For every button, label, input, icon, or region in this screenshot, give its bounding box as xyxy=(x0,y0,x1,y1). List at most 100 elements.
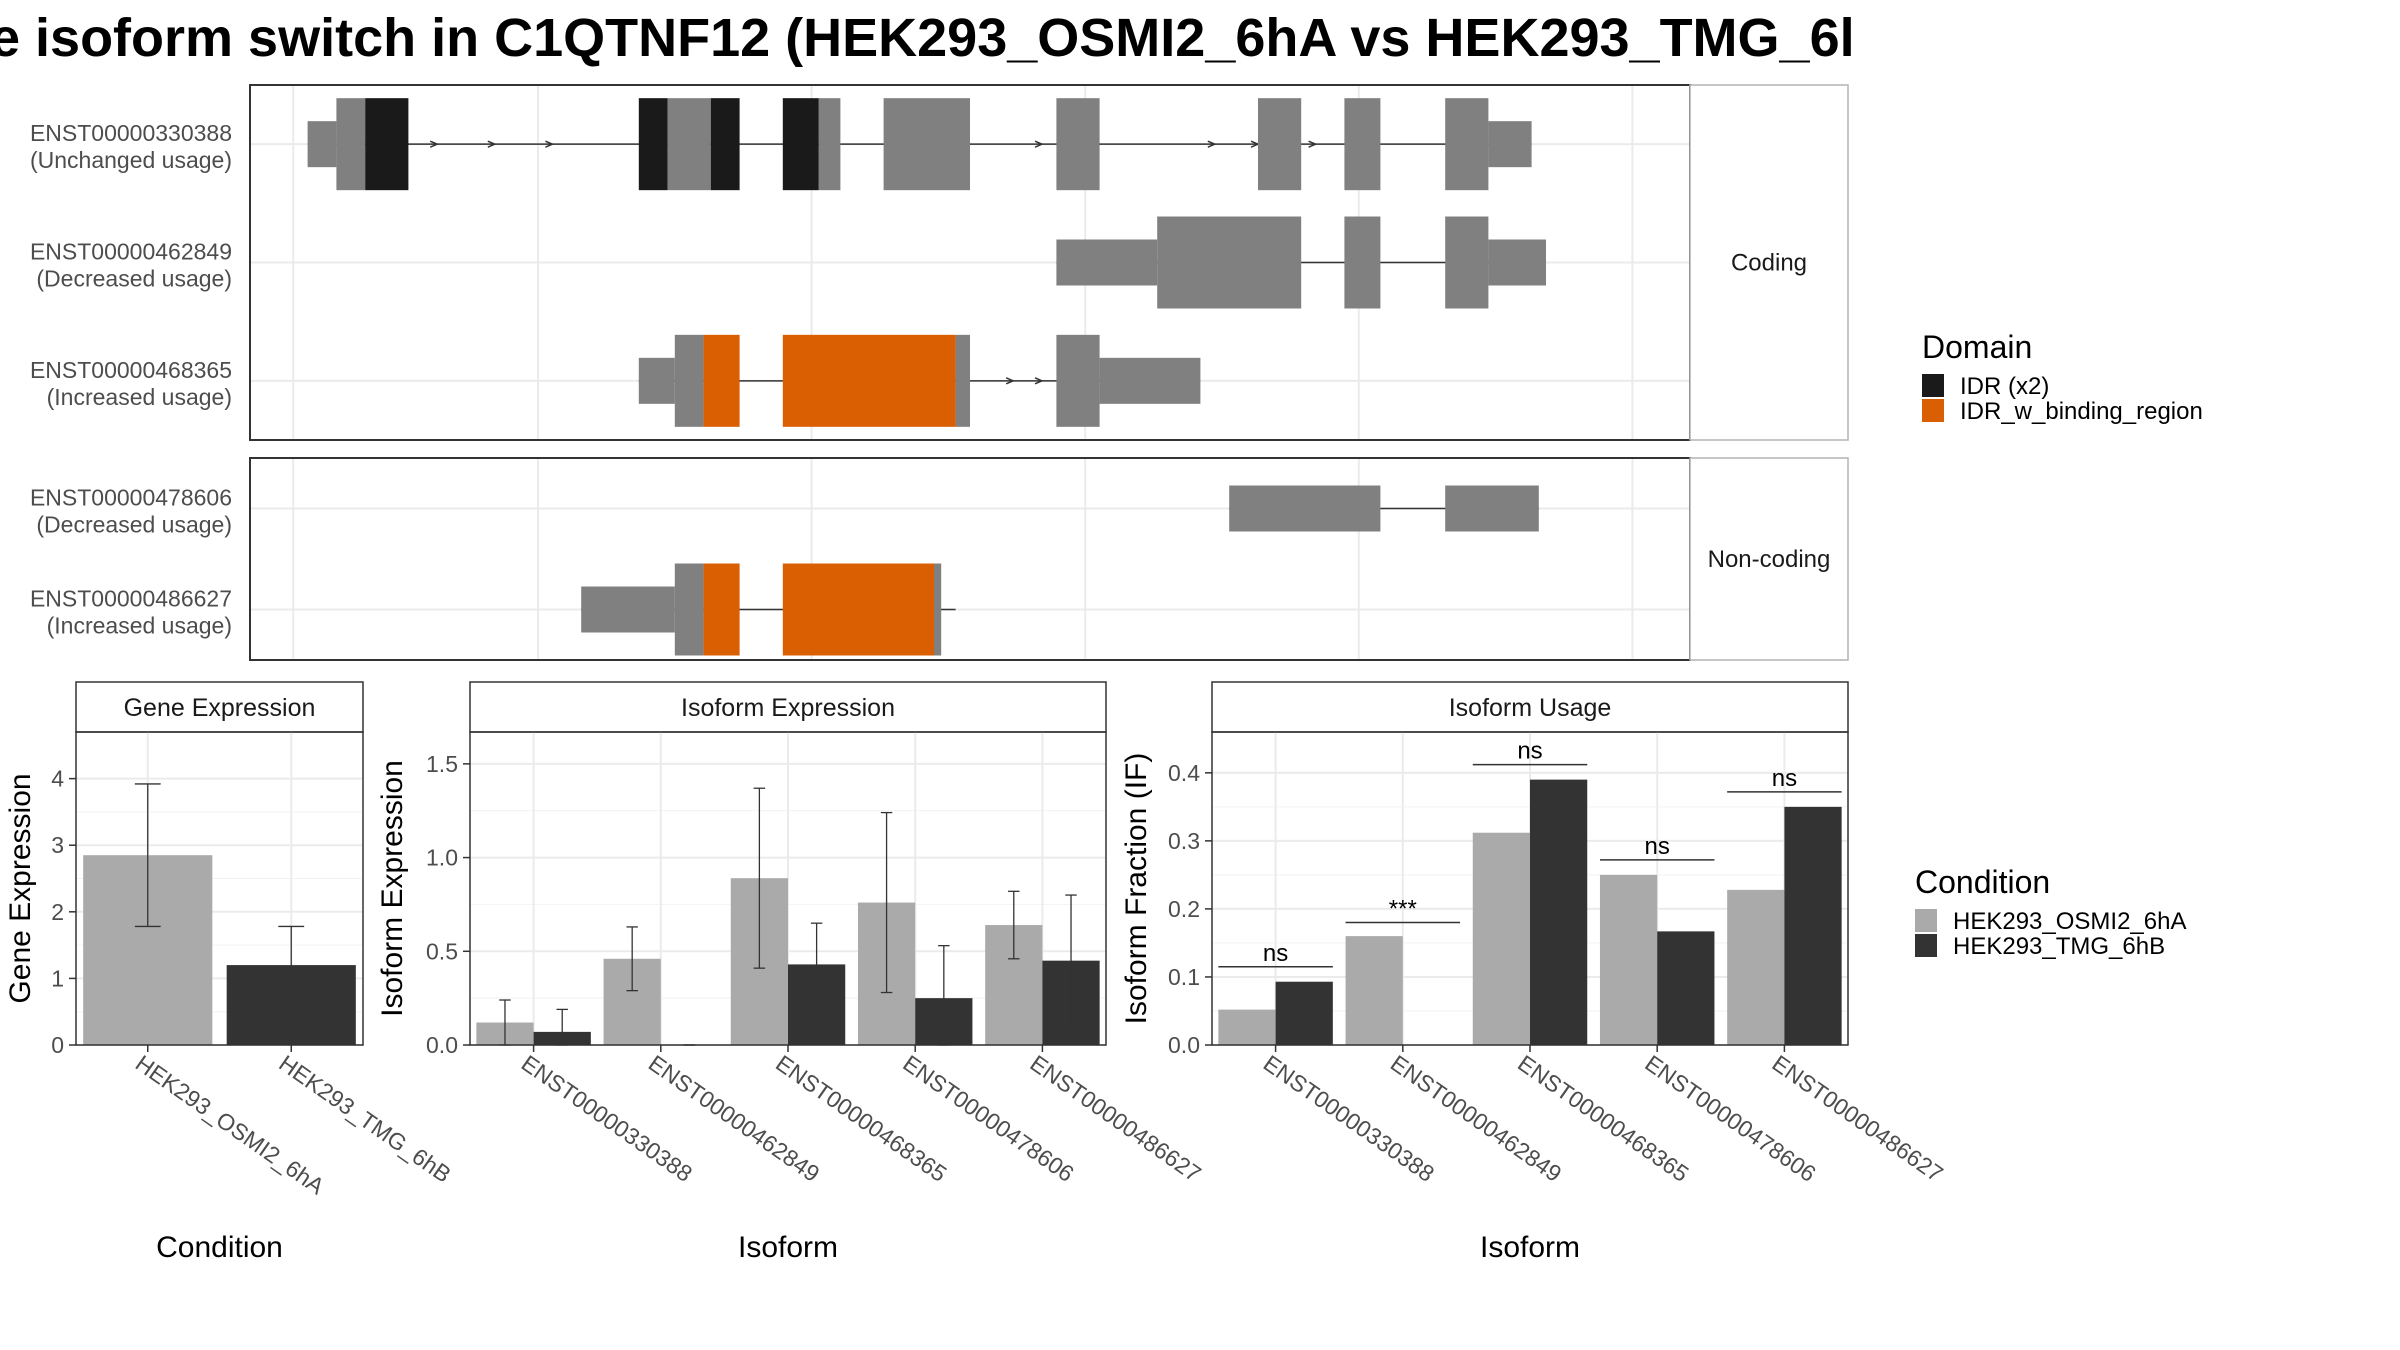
significance-label: ns xyxy=(1772,765,1797,792)
bar xyxy=(1218,1009,1276,1045)
y-tick-label: 0 xyxy=(51,1032,64,1058)
y-axis-title: Gene Expression xyxy=(4,773,37,1003)
domain-segment xyxy=(703,334,740,427)
y-axis-title: Isoform Fraction (IF) xyxy=(1120,753,1153,1025)
legend-label: HEK293_OSMI2_6hA xyxy=(1953,908,2186,935)
exon xyxy=(1229,485,1381,532)
exon xyxy=(667,98,711,191)
structure-strip xyxy=(1689,84,1849,441)
transcript-structure-panel: ENST00000330388(Unchanged usage) ENST0000… xyxy=(30,84,1849,661)
transcript-usage-label: (Increased usage) xyxy=(47,613,232,639)
panel-title: Isoform Usage xyxy=(1449,694,1612,722)
domain-segment xyxy=(782,98,819,191)
y-axis-title: Isoform Expression xyxy=(376,760,409,1017)
exon xyxy=(1099,357,1201,404)
panel-title: Gene Expression xyxy=(124,694,316,722)
bar xyxy=(1472,832,1530,1045)
transcript-id-label: ENST00000468365 xyxy=(30,357,232,383)
legend-swatch xyxy=(1915,934,1937,957)
exon xyxy=(1344,98,1381,191)
y-tick-label: 0.5 xyxy=(426,938,458,964)
domain-legend: Domain IDR (x2)IDR_w_binding_region xyxy=(1922,329,2203,425)
bar xyxy=(1275,981,1333,1045)
exon xyxy=(883,98,970,191)
y-tick-label: 3 xyxy=(51,832,64,858)
y-tick-label: 2 xyxy=(51,899,64,925)
transcript-id-label: ENST00000330388 xyxy=(30,120,232,146)
exon xyxy=(1056,98,1100,191)
transcript-id-label: ENST00000478606 xyxy=(30,485,232,511)
significance-label: ns xyxy=(1645,833,1670,860)
exon xyxy=(1056,239,1158,286)
section-label: Non-coding xyxy=(1708,546,1831,573)
y-tick-label: 0.0 xyxy=(1168,1032,1200,1058)
panel-border xyxy=(75,731,364,1046)
legend-title: Condition xyxy=(1915,864,2050,900)
bar xyxy=(1727,889,1785,1045)
x-axis-title: Condition xyxy=(156,1231,283,1264)
bar xyxy=(1530,779,1588,1045)
bar xyxy=(1657,931,1715,1045)
exon xyxy=(1344,216,1381,309)
domain-segment xyxy=(365,98,409,191)
direction-arrow xyxy=(429,140,440,148)
x-axis-title: Isoform xyxy=(1480,1231,1580,1264)
panel-border xyxy=(1211,731,1849,1046)
bar xyxy=(1599,874,1658,1045)
structure-section-bg xyxy=(250,458,1848,660)
significance-label: *** xyxy=(1389,896,1417,923)
transcript-usage-label: (Decreased usage) xyxy=(36,266,232,292)
y-tick-label: 1.5 xyxy=(426,751,458,777)
exon xyxy=(934,563,942,656)
direction-arrow xyxy=(1034,377,1044,385)
y-tick-label: 0.1 xyxy=(1168,964,1200,990)
panel-border xyxy=(469,731,1107,1046)
legend-label: IDR_w_binding_region xyxy=(1960,398,2203,425)
transcript-usage-label: (Unchanged usage) xyxy=(30,147,232,173)
exon xyxy=(818,98,841,191)
exon xyxy=(307,121,337,168)
exon xyxy=(638,357,675,404)
significance-label: ns xyxy=(1517,738,1542,765)
y-tick-label: 1.0 xyxy=(426,845,458,871)
direction-arrow xyxy=(1034,140,1044,148)
legend-label: HEK293_TMG_6hB xyxy=(1953,933,2165,960)
isoform-usage-panel: Isoform Usage0.00.10.20.30.4ns***nsnsnsE… xyxy=(1120,681,1948,1264)
y-tick-label: 4 xyxy=(51,766,64,792)
exon xyxy=(336,98,366,191)
exon xyxy=(1258,98,1302,191)
transcript-usage-label: (Increased usage) xyxy=(47,384,232,410)
domain-segment xyxy=(782,563,934,656)
y-tick-label: 0.4 xyxy=(1168,760,1200,786)
exon xyxy=(1157,216,1302,309)
direction-arrow xyxy=(1207,140,1217,148)
transcript-id-label: ENST00000462849 xyxy=(30,239,232,265)
significance-label: ns xyxy=(1263,940,1288,967)
panel-title: Isoform Expression xyxy=(681,694,895,722)
isoform-expression-panel: Isoform Expression0.00.51.01.5ENST000003… xyxy=(376,681,1206,1264)
domain-segment xyxy=(703,563,740,656)
y-tick-label: 0.2 xyxy=(1168,896,1200,922)
exon xyxy=(581,586,675,633)
exon xyxy=(1488,121,1532,168)
transcript-id-label: ENST00000486627 xyxy=(30,586,232,612)
exon xyxy=(955,334,970,427)
transcript-usage-label: (Decreased usage) xyxy=(36,512,232,538)
legend-swatch xyxy=(1922,374,1944,397)
domain-segment xyxy=(638,98,668,191)
y-tick-label: 0.3 xyxy=(1168,828,1200,854)
legend-title: Domain xyxy=(1922,329,2032,365)
direction-arrow xyxy=(487,140,497,148)
y-tick-label: 1 xyxy=(51,965,64,991)
exon xyxy=(1445,216,1489,309)
structure-strip xyxy=(1689,457,1849,661)
direction-arrow xyxy=(1005,377,1016,385)
figure-title: e isoform switch in C1QTNF12 (HEK293_OSM… xyxy=(0,8,1855,68)
exon xyxy=(1056,334,1100,427)
exon xyxy=(1445,485,1539,532)
legend-swatch xyxy=(1922,399,1944,422)
bar xyxy=(1345,936,1403,1045)
section-label: Coding xyxy=(1731,250,1807,277)
